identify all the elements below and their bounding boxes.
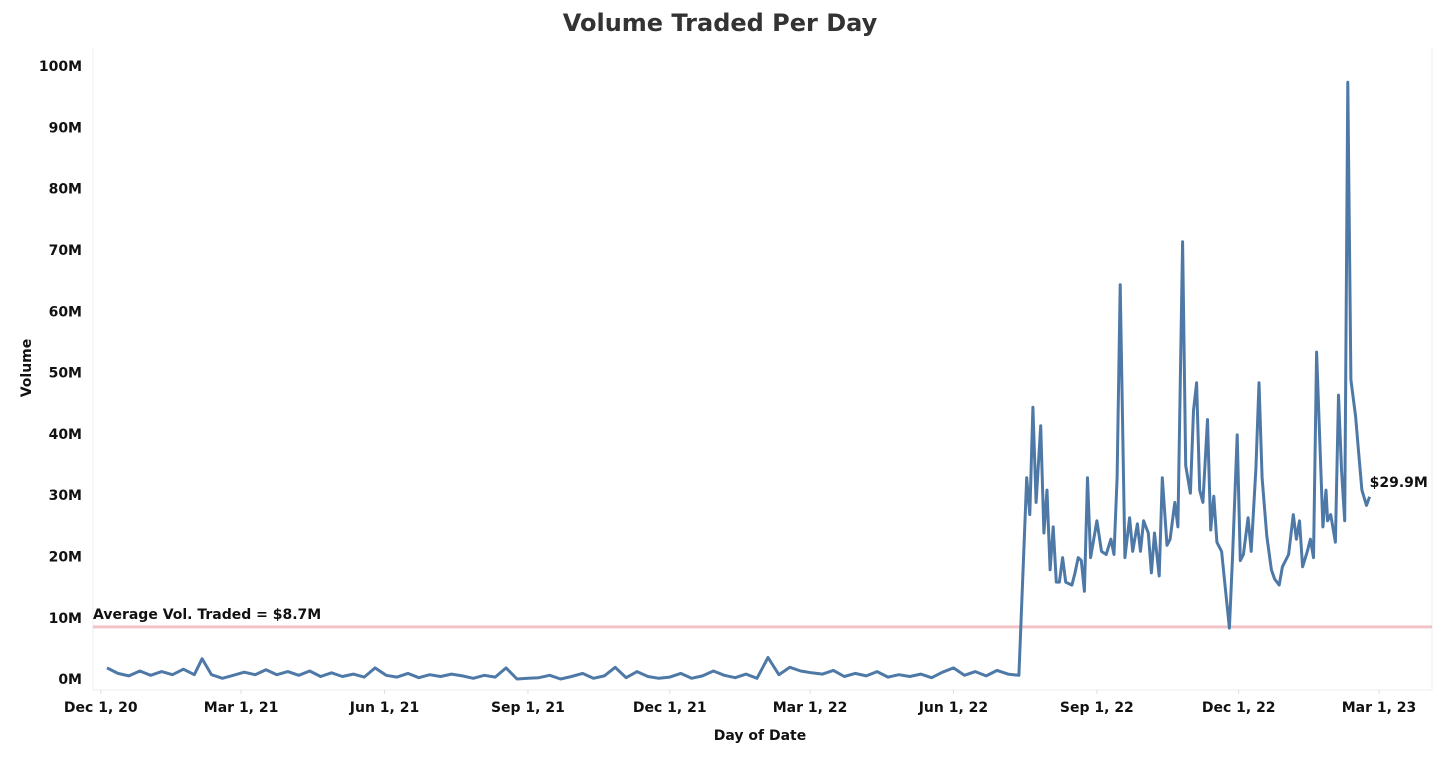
y-axis-label: Volume	[19, 339, 35, 398]
x-tick-label: Dec 1, 22	[1202, 700, 1276, 716]
x-tick-label: Jun 1, 21	[349, 700, 419, 716]
x-tick-label: Mar 1, 21	[204, 700, 279, 716]
x-tick-label: Mar 1, 23	[1342, 700, 1417, 716]
x-tick-label: Dec 1, 21	[633, 700, 707, 716]
y-tick-label: 100M	[39, 59, 82, 75]
y-tick-label: 90M	[49, 120, 82, 136]
x-tick-label: Sep 1, 22	[1060, 700, 1134, 716]
x-axis-label: Day of Date	[714, 728, 806, 744]
y-tick-label: 30M	[49, 488, 82, 504]
y-tick-label: 40M	[49, 427, 82, 443]
x-tick-label: Mar 1, 22	[773, 700, 848, 716]
x-tick-label: Jun 1, 22	[918, 700, 988, 716]
y-tick-label: 60M	[49, 304, 82, 320]
y-tick-label: 50M	[49, 366, 82, 382]
data-line	[106, 80, 1372, 681]
y-tick-label: 80M	[49, 182, 82, 198]
y-tick-label: 70M	[49, 243, 82, 259]
y-tick-label: 20M	[49, 550, 82, 566]
y-tick-label: 0M	[58, 672, 82, 688]
chart-title: Volume Traded Per Day	[563, 9, 878, 37]
x-tick-label: Sep 1, 21	[491, 700, 565, 716]
x-tick-label: Dec 1, 20	[64, 700, 138, 716]
reference-label: Average Vol. Traded = $8.7M	[93, 607, 321, 623]
y-tick-label: 10M	[49, 611, 82, 627]
end-label: $29.9M	[1370, 475, 1428, 491]
